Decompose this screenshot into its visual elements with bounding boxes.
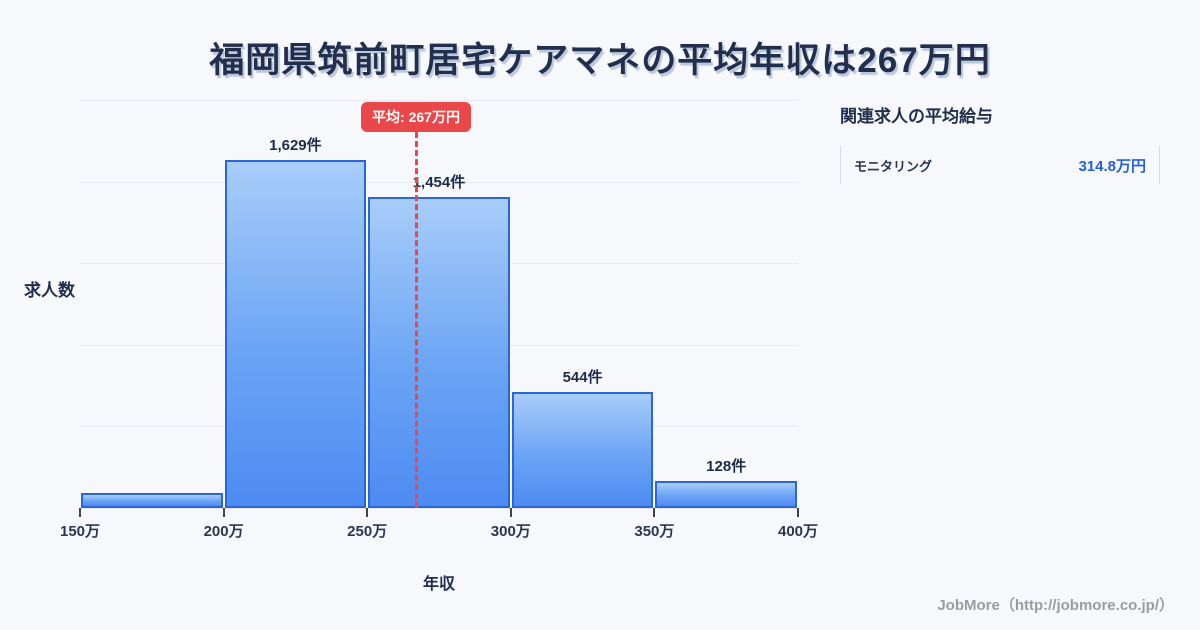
x-axis-ticks	[79, 508, 799, 518]
x-tick-label: 200万	[203, 523, 244, 540]
gridline	[80, 508, 798, 509]
x-axis-title: 年収	[422, 576, 455, 593]
mean-line	[414, 132, 418, 508]
side-panel-heading: 関連求人の平均給与	[840, 107, 993, 126]
y-axis-title: 求人数	[24, 281, 75, 300]
x-tick-label: 350万	[634, 523, 675, 540]
bar-slot: 1,629件	[224, 100, 368, 508]
x-tick-label: 400万	[777, 523, 819, 540]
salary-row-value: 314.8万円	[1078, 157, 1146, 175]
related-salary-row: モニタリング 314.8万円	[840, 146, 1160, 184]
histogram-bar	[368, 197, 510, 508]
histogram-bar	[81, 493, 223, 508]
footer-credit: JobMore（http://jobmore.co.jp/）	[937, 597, 1174, 614]
histogram-bar	[224, 160, 367, 508]
gridline	[80, 181, 798, 183]
mean-badge: 平均: 267万円	[361, 102, 471, 132]
bar-value-label: 128件	[706, 457, 747, 475]
bar-slot: 128件	[654, 100, 798, 508]
bar-slot	[80, 100, 224, 508]
x-axis-labels: 150万 200万 250万 300万 350万 400万	[60, 520, 818, 544]
bar-value-label: 1,454件	[412, 174, 466, 192]
axis-tick	[653, 508, 656, 517]
page-title: 福岡県筑前町居宅ケアマネの平均年収は267万円	[209, 41, 991, 80]
axis-tick	[79, 508, 81, 517]
axis-tick	[509, 508, 512, 517]
bar-value-label: 544件	[562, 368, 603, 386]
plot-area: 1,629件 1,454件 544件 128件 平均: 267万円	[80, 100, 798, 509]
axis-tick	[222, 508, 225, 517]
axis-tick	[366, 508, 369, 517]
gridline	[80, 100, 798, 101]
bar-slot: 1,454件	[367, 100, 511, 508]
axis-tick	[797, 508, 799, 517]
bar-slot: 544件	[511, 100, 655, 508]
x-tick-label: 150万	[59, 523, 101, 540]
x-tick-label: 300万	[490, 523, 531, 540]
bar-value-label: 1,629件	[269, 137, 322, 155]
histogram-bar	[511, 391, 654, 508]
x-tick-label: 250万	[347, 523, 388, 540]
histogram-bar	[655, 480, 797, 508]
salary-row-label: モニタリング	[854, 158, 933, 174]
